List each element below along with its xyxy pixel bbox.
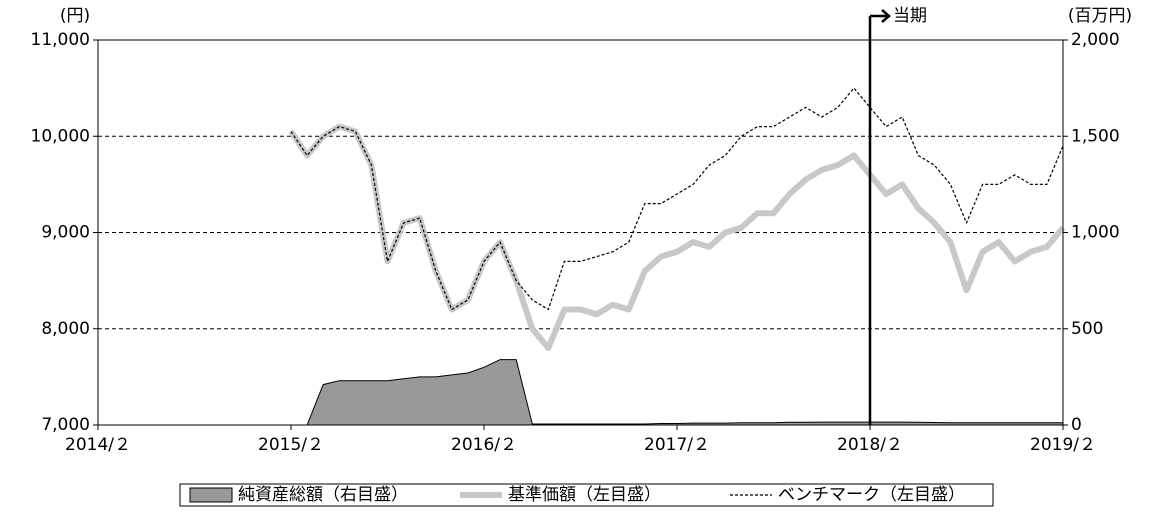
y2-tick-label: 2,000 [1071, 30, 1120, 50]
y2-tick-label: 0 [1071, 415, 1082, 435]
x-tick-label: 2016/２ [451, 435, 517, 455]
y-tick-label: 7,000 [41, 415, 90, 435]
annotation: 当期 [893, 6, 927, 26]
legend-label: 基準価額（左目盛） [508, 485, 661, 505]
area [291, 359, 1064, 426]
period-arrow [870, 9, 891, 23]
y-tick-label: 8,000 [41, 319, 90, 339]
x-tick-label: 2017/２ [644, 435, 710, 455]
legend-swatch [189, 487, 233, 503]
legend-label: 純資産総額（右目盛） [238, 485, 408, 505]
y2-tick-label: 500 [1071, 319, 1103, 339]
legend-box [179, 483, 994, 507]
y-unit: (円) [60, 6, 90, 26]
y2-tick-label: 1,500 [1071, 126, 1120, 146]
x-tick-label: 2018/２ [837, 435, 903, 455]
y2-tick-label: 1,000 [1071, 223, 1120, 243]
x-tick-label: 2015/２ [258, 435, 324, 455]
y2-unit: (百万円) [1068, 6, 1132, 26]
line [290, 87, 1064, 311]
y-tick-label: 9,000 [41, 223, 90, 243]
x-tick-label: 2014/２ [65, 435, 131, 455]
x-tick-label: 2019/２ [1030, 435, 1096, 455]
legend-label: ベンチマーク（左目盛） [778, 485, 965, 505]
plot-frame [97, 39, 1064, 426]
line [288, 123, 1066, 351]
y-tick-label: 10,000 [31, 126, 90, 146]
y-tick-label: 11,000 [31, 30, 90, 50]
